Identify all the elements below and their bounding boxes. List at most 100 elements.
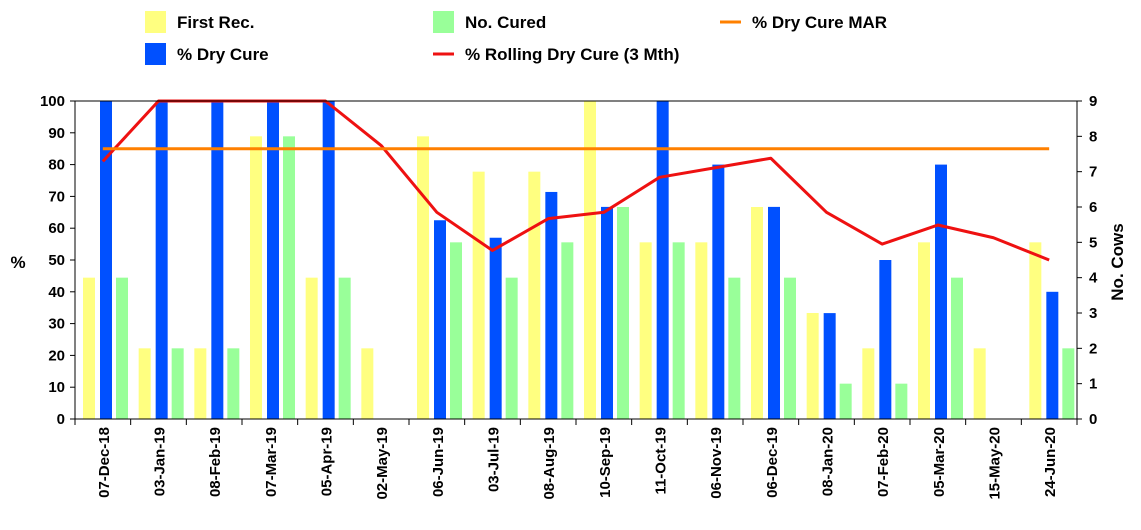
y-tick-label-0: 0 xyxy=(57,411,65,428)
bar-no-cured-11 xyxy=(728,277,741,419)
legend-label: No. Cured xyxy=(465,13,546,32)
legend-item-first-rec-: First Rec. xyxy=(145,11,254,33)
bar-no-cured-12 xyxy=(784,277,796,419)
bar--dry-cure-15 xyxy=(935,164,947,419)
x-tick-label-12: 06-Dec-19 xyxy=(764,427,781,498)
x-tick-label-7: 03-Jul-19 xyxy=(486,427,503,492)
bar--dry-cure-9 xyxy=(601,206,613,419)
lines-layer xyxy=(101,99,1050,262)
y2-tick-label-6: 6 xyxy=(1089,199,1097,216)
bar-no-cured-9 xyxy=(617,207,629,419)
bar-no-cured-17 xyxy=(1062,348,1075,419)
legend-swatch xyxy=(433,11,454,33)
bar-first-rec--13 xyxy=(806,313,819,419)
y2-tick-label-1: 1 xyxy=(1089,376,1097,393)
x-tick-label-2: 08-Feb-19 xyxy=(207,427,224,497)
bar--dry-cure-1 xyxy=(155,101,168,419)
y2-tick-label-4: 4 xyxy=(1089,270,1098,287)
y-tick-label-90: 90 xyxy=(48,125,65,142)
bar-first-rec--2 xyxy=(194,348,207,419)
bar--dry-cure-12 xyxy=(768,206,780,419)
bar-first-rec--14 xyxy=(862,348,875,419)
bar--dry-cure-14 xyxy=(879,260,892,419)
bar-no-cured-15 xyxy=(951,277,963,419)
bar-no-cured-10 xyxy=(672,242,685,419)
legend-swatch xyxy=(145,43,166,65)
x-tick-label-10: 11-Oct-19 xyxy=(653,427,670,495)
bar-first-rec--16 xyxy=(973,348,986,419)
bar--dry-cure-3 xyxy=(267,101,279,419)
bar-first-rec--11 xyxy=(695,242,708,419)
y2-tick-label-7: 7 xyxy=(1089,164,1097,181)
bar--dry-cure-6 xyxy=(434,220,446,419)
legend-item--dry-cure-mar: % Dry Cure MAR xyxy=(720,13,887,32)
legend-item--rolling-dry-cure-3-mth-: % Rolling Dry Cure (3 Mth) xyxy=(433,45,679,64)
bar-first-rec--5 xyxy=(361,348,374,419)
x-tick-label-8: 08-Aug-19 xyxy=(541,427,558,500)
bar-first-rec--12 xyxy=(751,207,763,419)
x-tick-label-4: 05-Apr-19 xyxy=(319,427,336,496)
y-tick-label-80: 80 xyxy=(48,157,65,174)
line--rolling-dry-cure-3-mth- xyxy=(101,99,1050,262)
x-tick-label-5: 02-May-19 xyxy=(374,427,391,500)
bars-layer xyxy=(83,101,1075,420)
bar-first-rec--1 xyxy=(138,348,151,419)
y-tick-label-60: 60 xyxy=(48,220,65,237)
x-tick-label-14: 07-Feb-20 xyxy=(875,427,892,497)
y-tick-label-100: 100 xyxy=(40,93,65,110)
bar--dry-cure-7 xyxy=(489,237,502,419)
x-tick-label-17: 24-Jun-20 xyxy=(1042,427,1059,497)
legend: First Rec. % Dry Cure No. Cured % Rolling D… xyxy=(145,11,887,65)
legend-swatch xyxy=(145,11,166,33)
bar-no-cured-1 xyxy=(171,348,184,419)
bar-no-cured-2 xyxy=(227,348,240,419)
bar-no-cured-6 xyxy=(450,242,462,419)
legend-label: % Dry Cure xyxy=(177,45,269,64)
x-tick-label-16: 15-May-20 xyxy=(987,427,1004,500)
bar--dry-cure-13 xyxy=(823,313,836,419)
bar-first-rec--15 xyxy=(918,242,930,419)
bar-no-cured-0 xyxy=(116,277,128,419)
x-tick-label-1: 03-Jan-19 xyxy=(152,427,169,496)
y-tick-label-20: 20 xyxy=(48,347,65,364)
x-tick-label-11: 06-Nov-19 xyxy=(708,427,725,499)
x-tick-label-13: 08-Jan-20 xyxy=(820,427,837,496)
bar-first-rec--9 xyxy=(584,101,596,419)
axes-layer: 0 10 20 30 40 50 60 70 80 90 100 0 1 2 3 4 5 6 7 8 9 07-Dec-1… xyxy=(40,93,1098,500)
bar-no-cured-7 xyxy=(505,277,518,419)
y-tick-label-30: 30 xyxy=(48,316,65,333)
x-tick-label-3: 07-Mar-19 xyxy=(263,427,280,497)
bar-no-cured-4 xyxy=(338,277,351,419)
x-tick-label-0: 07-Dec-18 xyxy=(96,427,113,498)
y2-tick-label-3: 3 xyxy=(1089,305,1097,322)
bar-first-rec--10 xyxy=(639,242,652,419)
bar-first-rec--17 xyxy=(1029,242,1042,419)
bar-first-rec--0 xyxy=(83,277,95,419)
x-tick-label-9: 10-Sep-19 xyxy=(597,427,614,498)
bar-no-cured-3 xyxy=(283,136,295,420)
bar-first-rec--3 xyxy=(250,136,262,420)
bar--dry-cure-0 xyxy=(100,101,112,419)
bar-no-cured-8 xyxy=(561,242,574,419)
x-tick-label-6: 06-Jun-19 xyxy=(430,427,447,497)
x-tick-label-15: 05-Mar-20 xyxy=(931,427,948,497)
legend-item--dry-cure: % Dry Cure xyxy=(145,43,269,65)
bar--dry-cure-8 xyxy=(545,191,558,419)
bar--dry-cure-11 xyxy=(712,164,725,419)
legend-label: % Rolling Dry Cure (3 Mth) xyxy=(465,45,679,64)
bar--dry-cure-17 xyxy=(1046,291,1059,419)
y2-tick-label-8: 8 xyxy=(1089,128,1097,145)
y-tick-label-40: 40 xyxy=(48,284,65,301)
bar--dry-cure-4 xyxy=(322,101,335,419)
y-tick-label-10: 10 xyxy=(48,379,65,396)
bar--dry-cure-10 xyxy=(656,101,669,419)
y-tick-label-50: 50 xyxy=(48,252,65,269)
bar-no-cured-14 xyxy=(895,383,908,419)
bar-first-rec--6 xyxy=(417,136,429,420)
bar-first-rec--8 xyxy=(528,171,541,419)
bar-no-cured-13 xyxy=(839,383,852,419)
y2-tick-label-0: 0 xyxy=(1089,411,1097,428)
y2-tick-label-2: 2 xyxy=(1089,340,1097,357)
y2-axis-title: No. Cows xyxy=(1108,223,1127,300)
